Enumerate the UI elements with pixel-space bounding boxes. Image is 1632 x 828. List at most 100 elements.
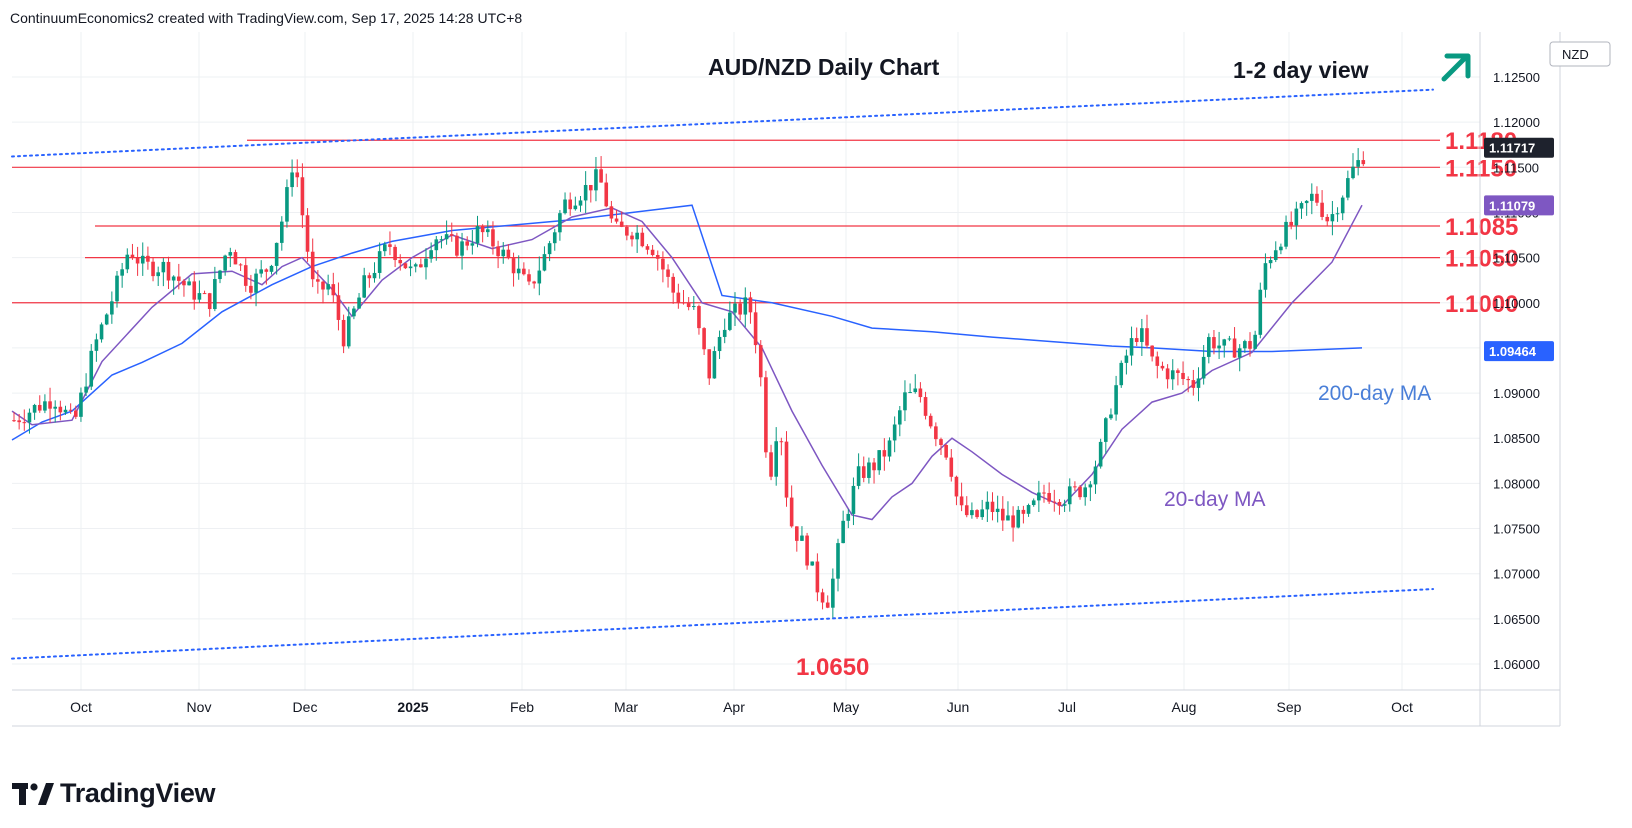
candle (1227, 335, 1232, 342)
candle (1047, 482, 1051, 504)
y-tick-label: 1.10000 (1493, 296, 1540, 311)
candle-body (156, 272, 160, 277)
candle (908, 383, 912, 394)
candle-body (1222, 339, 1227, 346)
candle-body (784, 441, 789, 498)
price-badge (1484, 137, 1554, 158)
candle (207, 292, 212, 317)
candle (1052, 489, 1057, 512)
candle-body (578, 200, 583, 206)
candle-body (1145, 328, 1149, 346)
candle (1026, 503, 1031, 517)
ma200-line (11, 204, 1363, 441)
candle-body (135, 257, 140, 264)
candle (990, 492, 995, 521)
candle (959, 482, 964, 512)
candle-body (841, 520, 845, 544)
candle-body (336, 295, 341, 320)
candle-body (1001, 508, 1005, 521)
candle (1006, 501, 1010, 521)
candle-body (1031, 500, 1036, 506)
candle (1037, 480, 1041, 512)
candle-body (954, 476, 959, 497)
candle-body (743, 297, 748, 315)
candle-body (439, 239, 444, 241)
candle (455, 232, 459, 258)
brand-logo[interactable]: TradingView (12, 778, 216, 809)
candle-body (1037, 492, 1041, 501)
candle-body (1016, 509, 1021, 528)
x-tick-label: Oct (70, 699, 92, 715)
candle-body (37, 404, 42, 411)
candle (1140, 318, 1144, 356)
level-label: 1.1150 (1445, 155, 1517, 182)
candle-body (130, 254, 135, 258)
candle (161, 258, 166, 287)
candle (887, 437, 892, 462)
candle-body (1263, 263, 1268, 290)
candle (352, 306, 356, 320)
candle (1031, 498, 1036, 507)
candle-body (12, 420, 16, 422)
candle (79, 387, 83, 422)
candle (1160, 361, 1165, 371)
candle (264, 268, 269, 285)
candle-body (357, 297, 361, 309)
candle-body (326, 284, 330, 290)
candle (326, 274, 330, 296)
candle (1299, 201, 1304, 219)
candle-body (805, 535, 809, 566)
candle (516, 255, 521, 280)
candle-body (177, 276, 181, 281)
candle-body (594, 169, 598, 191)
candle-body (295, 172, 300, 178)
candle (1016, 506, 1021, 529)
candle-body (599, 169, 603, 183)
candle-body (1196, 378, 1201, 388)
candle-body (1299, 203, 1304, 209)
candle (589, 184, 593, 203)
candle (522, 262, 526, 276)
candle-body (635, 232, 639, 240)
y-tick-label: 1.12000 (1493, 115, 1540, 130)
candle-body (48, 401, 52, 409)
candle (1134, 327, 1139, 346)
candle-body (563, 199, 567, 214)
candle-body (825, 602, 830, 608)
candle-body (383, 244, 387, 252)
candle (686, 297, 691, 311)
candle-body (568, 199, 572, 210)
candle-body (1052, 501, 1057, 503)
candle-body (697, 306, 701, 329)
candle (774, 427, 778, 486)
candle (702, 327, 706, 356)
candle-body (558, 213, 562, 233)
candle-body (352, 308, 356, 317)
candle-body (1330, 214, 1335, 222)
candle (357, 293, 361, 309)
candle-body (182, 280, 186, 286)
candle-body (99, 324, 104, 340)
ma20-path (11, 204, 1363, 521)
candle (74, 405, 78, 420)
candle-body (233, 252, 238, 265)
candle-body (975, 510, 979, 518)
candle-body (1248, 341, 1252, 349)
candle-body (1124, 355, 1129, 363)
candle (413, 262, 418, 273)
candle (17, 413, 21, 430)
candle-body (125, 254, 130, 270)
candle (825, 595, 830, 609)
candle (568, 192, 572, 216)
candle-body (511, 258, 516, 274)
candle-body (1201, 356, 1206, 379)
candle (1011, 506, 1015, 542)
candle-body (1284, 221, 1288, 247)
candle-body (22, 422, 27, 424)
candle (94, 333, 99, 362)
candle-body (1057, 502, 1062, 506)
candle (903, 380, 907, 422)
candle (22, 409, 27, 431)
candle-body (542, 254, 547, 271)
